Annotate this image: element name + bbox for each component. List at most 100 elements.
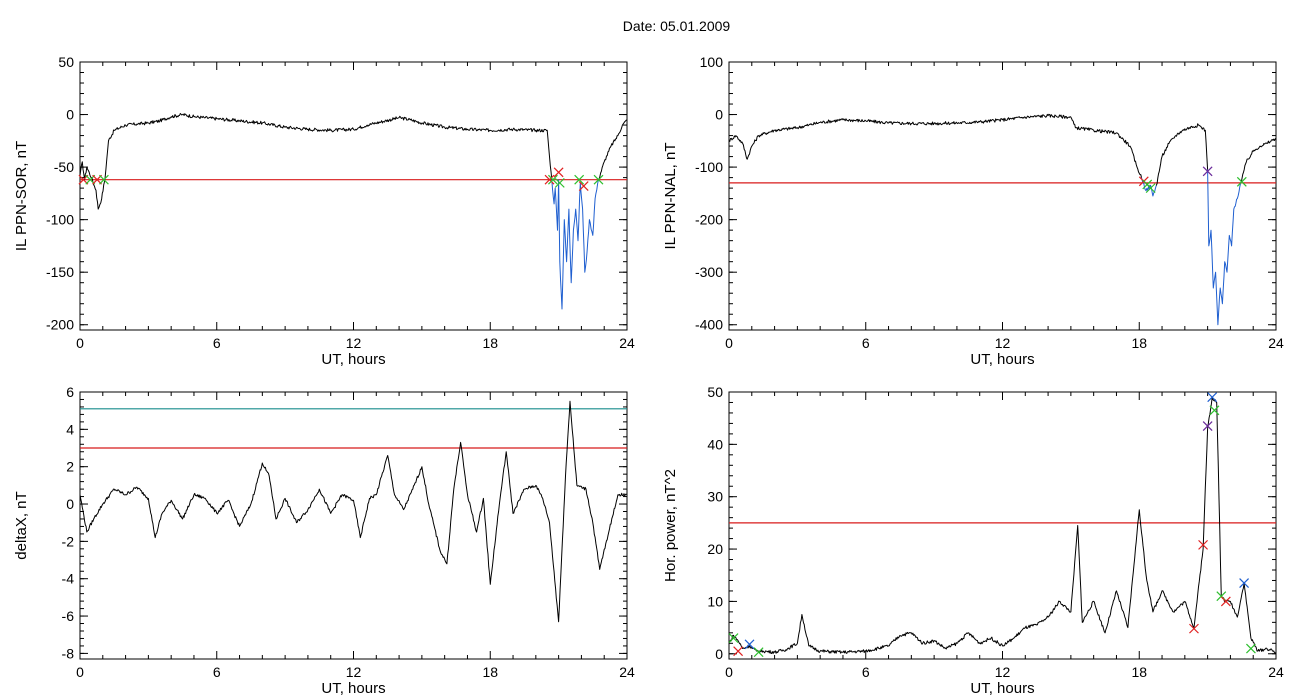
event-marker	[753, 647, 764, 658]
plot-area	[729, 113, 1276, 326]
event-marker	[544, 174, 555, 185]
y-tick-label: 0	[715, 107, 723, 123]
event-marker	[1189, 623, 1199, 634]
y-tick-label: -150	[46, 264, 74, 280]
series-line-highlight	[551, 179, 599, 310]
y-tick-label: 40	[707, 436, 723, 452]
event-marker	[574, 174, 585, 185]
y-tick-label: 50	[58, 54, 74, 70]
x-tick-label: 0	[76, 335, 84, 351]
x-tick-label: 12	[995, 335, 1011, 351]
x-tick-label: 12	[346, 335, 362, 351]
y-tick-label: 0	[66, 107, 74, 123]
figure-title: Date: 05.01.2009	[622, 18, 731, 34]
series-line	[729, 396, 1276, 655]
plot-frame	[79, 61, 628, 331]
plot-frame	[728, 61, 1277, 331]
y-tick-label: -100	[46, 212, 74, 228]
x-tick-label: 18	[482, 335, 498, 351]
event-marker	[593, 174, 604, 185]
plot-area	[80, 400, 627, 623]
event-marker	[1202, 421, 1213, 431]
plot-frame	[728, 391, 1277, 660]
power-panel: 0 6 12 18 24 50 40 30 20 10 0 UT, hours Hor. power, …	[662, 384, 1284, 697]
sor-panel: 0 6 12 18 24 50 0 -50 -100 -150 -200 UT, hours IL PP…	[13, 54, 635, 368]
y-tick-label: -200	[46, 317, 74, 333]
event-marker	[553, 167, 564, 178]
x-tick-label: 18	[1131, 335, 1147, 351]
y-tick-label: 50	[707, 384, 723, 400]
series-line	[1155, 123, 1209, 186]
y-tick-label: -4	[62, 571, 75, 587]
y-tick-label: 0	[66, 496, 74, 512]
y-axis-label: IL PPN-SOR, nT	[13, 141, 30, 251]
plot-frame	[79, 391, 628, 660]
x-tick-label: 24	[619, 335, 635, 351]
x-axis-label: UT, hours	[321, 680, 385, 697]
y-tick-label: -100	[695, 159, 723, 175]
y-tick-label: 100	[700, 54, 724, 70]
y-tick-label: 30	[707, 489, 723, 505]
y-tick-label: 6	[66, 384, 74, 400]
event-marker	[548, 174, 558, 185]
x-tick-label: 0	[76, 664, 84, 680]
x-tick-label: 18	[1131, 664, 1147, 680]
event-marker	[554, 177, 565, 188]
series-line	[80, 400, 627, 623]
event-marker	[1239, 578, 1250, 589]
x-tick-label: 6	[213, 664, 221, 680]
y-axis-label: deltaX, nT	[13, 491, 30, 559]
series-line	[1240, 137, 1276, 184]
y-tick-label: 0	[715, 646, 723, 662]
event-marker	[1209, 405, 1220, 416]
x-tick-label: 24	[619, 664, 635, 680]
event-marker	[1236, 176, 1247, 187]
y-tick-label: -2	[62, 533, 75, 549]
x-tick-label: 24	[1268, 664, 1284, 680]
x-axis-label: UT, hours	[970, 680, 1034, 697]
series-line-highlight	[1141, 177, 1157, 197]
y-tick-label: 4	[66, 421, 74, 437]
x-tick-label: 6	[862, 664, 870, 680]
x-axis-label: UT, hours	[970, 351, 1034, 368]
x-tick-label: 0	[725, 664, 733, 680]
y-tick-label: -50	[54, 159, 74, 175]
x-tick-label: 0	[725, 335, 733, 351]
y-axis-label: Hor. power, nT^2	[662, 469, 679, 582]
y-tick-label: 20	[707, 541, 723, 557]
event-marker	[728, 633, 739, 643]
event-marker	[1207, 392, 1218, 403]
x-tick-label: 6	[213, 335, 221, 351]
x-tick-label: 12	[346, 664, 362, 680]
x-axis-label: UT, hours	[321, 351, 385, 368]
x-tick-label: 12	[995, 664, 1011, 680]
series-line	[729, 113, 1142, 178]
series-line-highlight	[1207, 169, 1242, 326]
event-marker	[1202, 166, 1213, 177]
event-marker	[1246, 643, 1256, 654]
y-tick-label: -300	[695, 264, 723, 280]
event-marker	[1220, 596, 1231, 607]
y-tick-label: -200	[695, 212, 723, 228]
event-marker	[1145, 183, 1156, 194]
y-tick-label: 2	[66, 459, 74, 475]
y-tick-label: 10	[707, 593, 723, 609]
event-marker	[99, 174, 109, 185]
event-marker	[1198, 539, 1208, 550]
plot-area	[729, 396, 1276, 655]
event-marker	[733, 646, 744, 657]
nal-panel: 0 6 12 18 24 100 0 -100 -200 -300 -400 UT, hours IL …	[662, 54, 1284, 368]
event-marker	[744, 639, 755, 650]
x-tick-label: 24	[1268, 335, 1284, 351]
y-axis-label: IL PPN-NAL, nT	[662, 143, 679, 250]
plot-area	[80, 113, 627, 310]
y-tick-label: -6	[62, 608, 75, 624]
y-tick-label: -400	[695, 317, 723, 333]
event-marker	[578, 181, 589, 191]
series-line	[598, 119, 627, 180]
series-line	[80, 113, 553, 210]
x-tick-label: 6	[862, 335, 870, 351]
x-tick-label: 18	[482, 664, 498, 680]
deltax-panel: 0 6 12 18 24 6 4 2 0 -2 -4 -6 -8 UT, hours deltaX, nT	[13, 384, 635, 697]
